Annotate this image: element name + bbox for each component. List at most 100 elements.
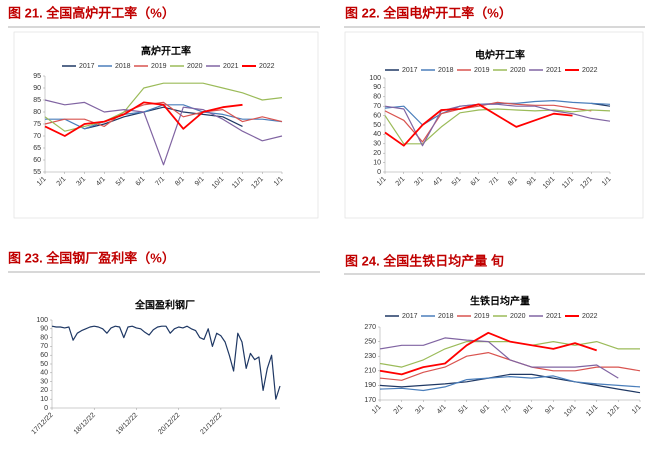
x-tick-label: 7/1 [154,176,166,188]
caption: 图 24. 全国生铁日均产量 旬 [345,253,504,268]
legend-label: 2019 [151,63,167,70]
x-tick-label: 6/1 [470,176,482,188]
legend-label: 2021 [546,67,562,74]
series-line [379,337,619,379]
y-tick-label: 55 [33,169,41,176]
y-tick-label: 20 [40,387,48,394]
legend-label: 2021 [546,313,562,320]
x-tick-label: 8/1 [174,176,186,188]
x-tick-label: 8/1 [507,176,519,188]
y-tick-label: 75 [33,121,41,128]
y-tick-label: 270 [364,324,376,331]
x-tick-label: 5/1 [451,176,463,188]
series-line [384,103,573,147]
series-line [379,373,641,394]
y-tick-label: 190 [364,382,376,389]
y-tick-label: 100 [369,75,381,82]
x-tick-label: 1/1 [631,404,643,416]
x-tick-label: 6/1 [135,176,147,188]
x-tick-label: 1/1 [601,176,613,188]
y-tick-label: 50 [40,361,48,368]
y-tick-label: 30 [40,378,48,385]
series-line [384,108,611,145]
y-tick-label: 50 [373,122,381,129]
y-tick-label: 250 [364,338,376,345]
x-tick-label: 1/1 [36,176,48,188]
legend-label: 2018 [438,313,454,320]
y-tick-label: 170 [364,397,376,404]
x-tick-label: 8/1 [523,404,535,416]
chart-title: 全国盈利钢厂 [134,299,195,312]
y-tick-label: 0 [44,405,48,412]
x-tick-label: 4/1 [432,176,444,188]
y-tick-label: 65 [33,145,41,152]
legend-label: 2022 [259,63,275,70]
y-tick-label: 90 [373,84,381,91]
legend-label: 2017 [79,63,95,70]
y-tick-label: 70 [33,133,41,140]
chart-frame [344,31,644,219]
series-line [44,99,283,166]
y-tick-label: 70 [373,103,381,110]
x-tick-label: 9/1 [194,176,206,188]
legend-label: 2020 [510,313,526,320]
legend-label: 2020 [187,63,203,70]
y-tick-label: 90 [33,85,41,92]
y-tick-label: 70 [40,343,48,350]
y-tick-label: 10 [40,396,48,403]
x-tick-label: 1/1 [376,176,388,188]
x-tick-label: 5/1 [458,404,470,416]
legend-label: 2020 [510,67,526,74]
chart-title: 生铁日均产量 [470,295,530,308]
x-tick-label: 2/1 [395,176,407,188]
chart-title: 电炉开工率 [475,49,525,62]
y-tick-label: 210 [364,368,376,375]
series-line [44,101,283,127]
x-tick-label: 9/1 [526,176,538,188]
series-line [44,101,243,137]
y-tick-label: 100 [36,317,48,324]
series-line [384,103,611,147]
x-tick-label: 2/1 [56,176,68,188]
chart-frame [13,31,319,219]
caption: 图 22. 全国电炉开工率（%） [345,5,512,20]
legend-label: 2017 [402,313,418,320]
y-tick-label: 80 [40,334,48,341]
y-tick-label: 60 [33,157,41,164]
caption: 图 23. 全国钢厂盈利率（%） [8,250,175,265]
x-tick-label: 9/1 [544,404,556,416]
x-tick-label: 4/1 [436,404,448,416]
x-tick-label: 2/1 [393,404,405,416]
x-tick-label: 6/1 [479,404,491,416]
x-tick-label: 5/1 [115,176,127,188]
legend-label: 2021 [223,63,239,70]
x-tick-label: 4/1 [95,176,107,188]
x-tick-label: 1/1 [371,404,383,416]
caption: 图 21. 全国高炉开工率（%） [8,5,175,20]
y-tick-label: 95 [33,73,41,80]
y-tick-label: 0 [377,169,381,176]
y-tick-label: 230 [364,353,376,360]
y-tick-label: 40 [40,370,48,377]
x-tick-label: 7/1 [501,404,513,416]
series-line [44,82,283,132]
chart-title: 高炉开工率 [141,45,191,58]
x-tick-label: 1/1 [273,176,285,188]
y-tick-label: 60 [40,352,48,359]
legend-label: 2019 [474,313,490,320]
y-tick-label: 10 [373,159,381,166]
legend-label: 2017 [402,67,418,74]
legend-label: 2019 [474,67,490,74]
series-line [51,325,281,400]
y-tick-label: 60 [373,112,381,119]
x-tick-label: 3/1 [75,176,87,188]
y-tick-label: 85 [33,97,41,104]
x-tick-label: 3/1 [414,404,426,416]
legend-label: 2022 [582,313,598,320]
x-tick-label: 7/1 [488,176,500,188]
series-line [379,375,641,392]
y-tick-label: 80 [373,94,381,101]
y-tick-label: 20 [373,150,381,157]
y-tick-label: 40 [373,131,381,138]
